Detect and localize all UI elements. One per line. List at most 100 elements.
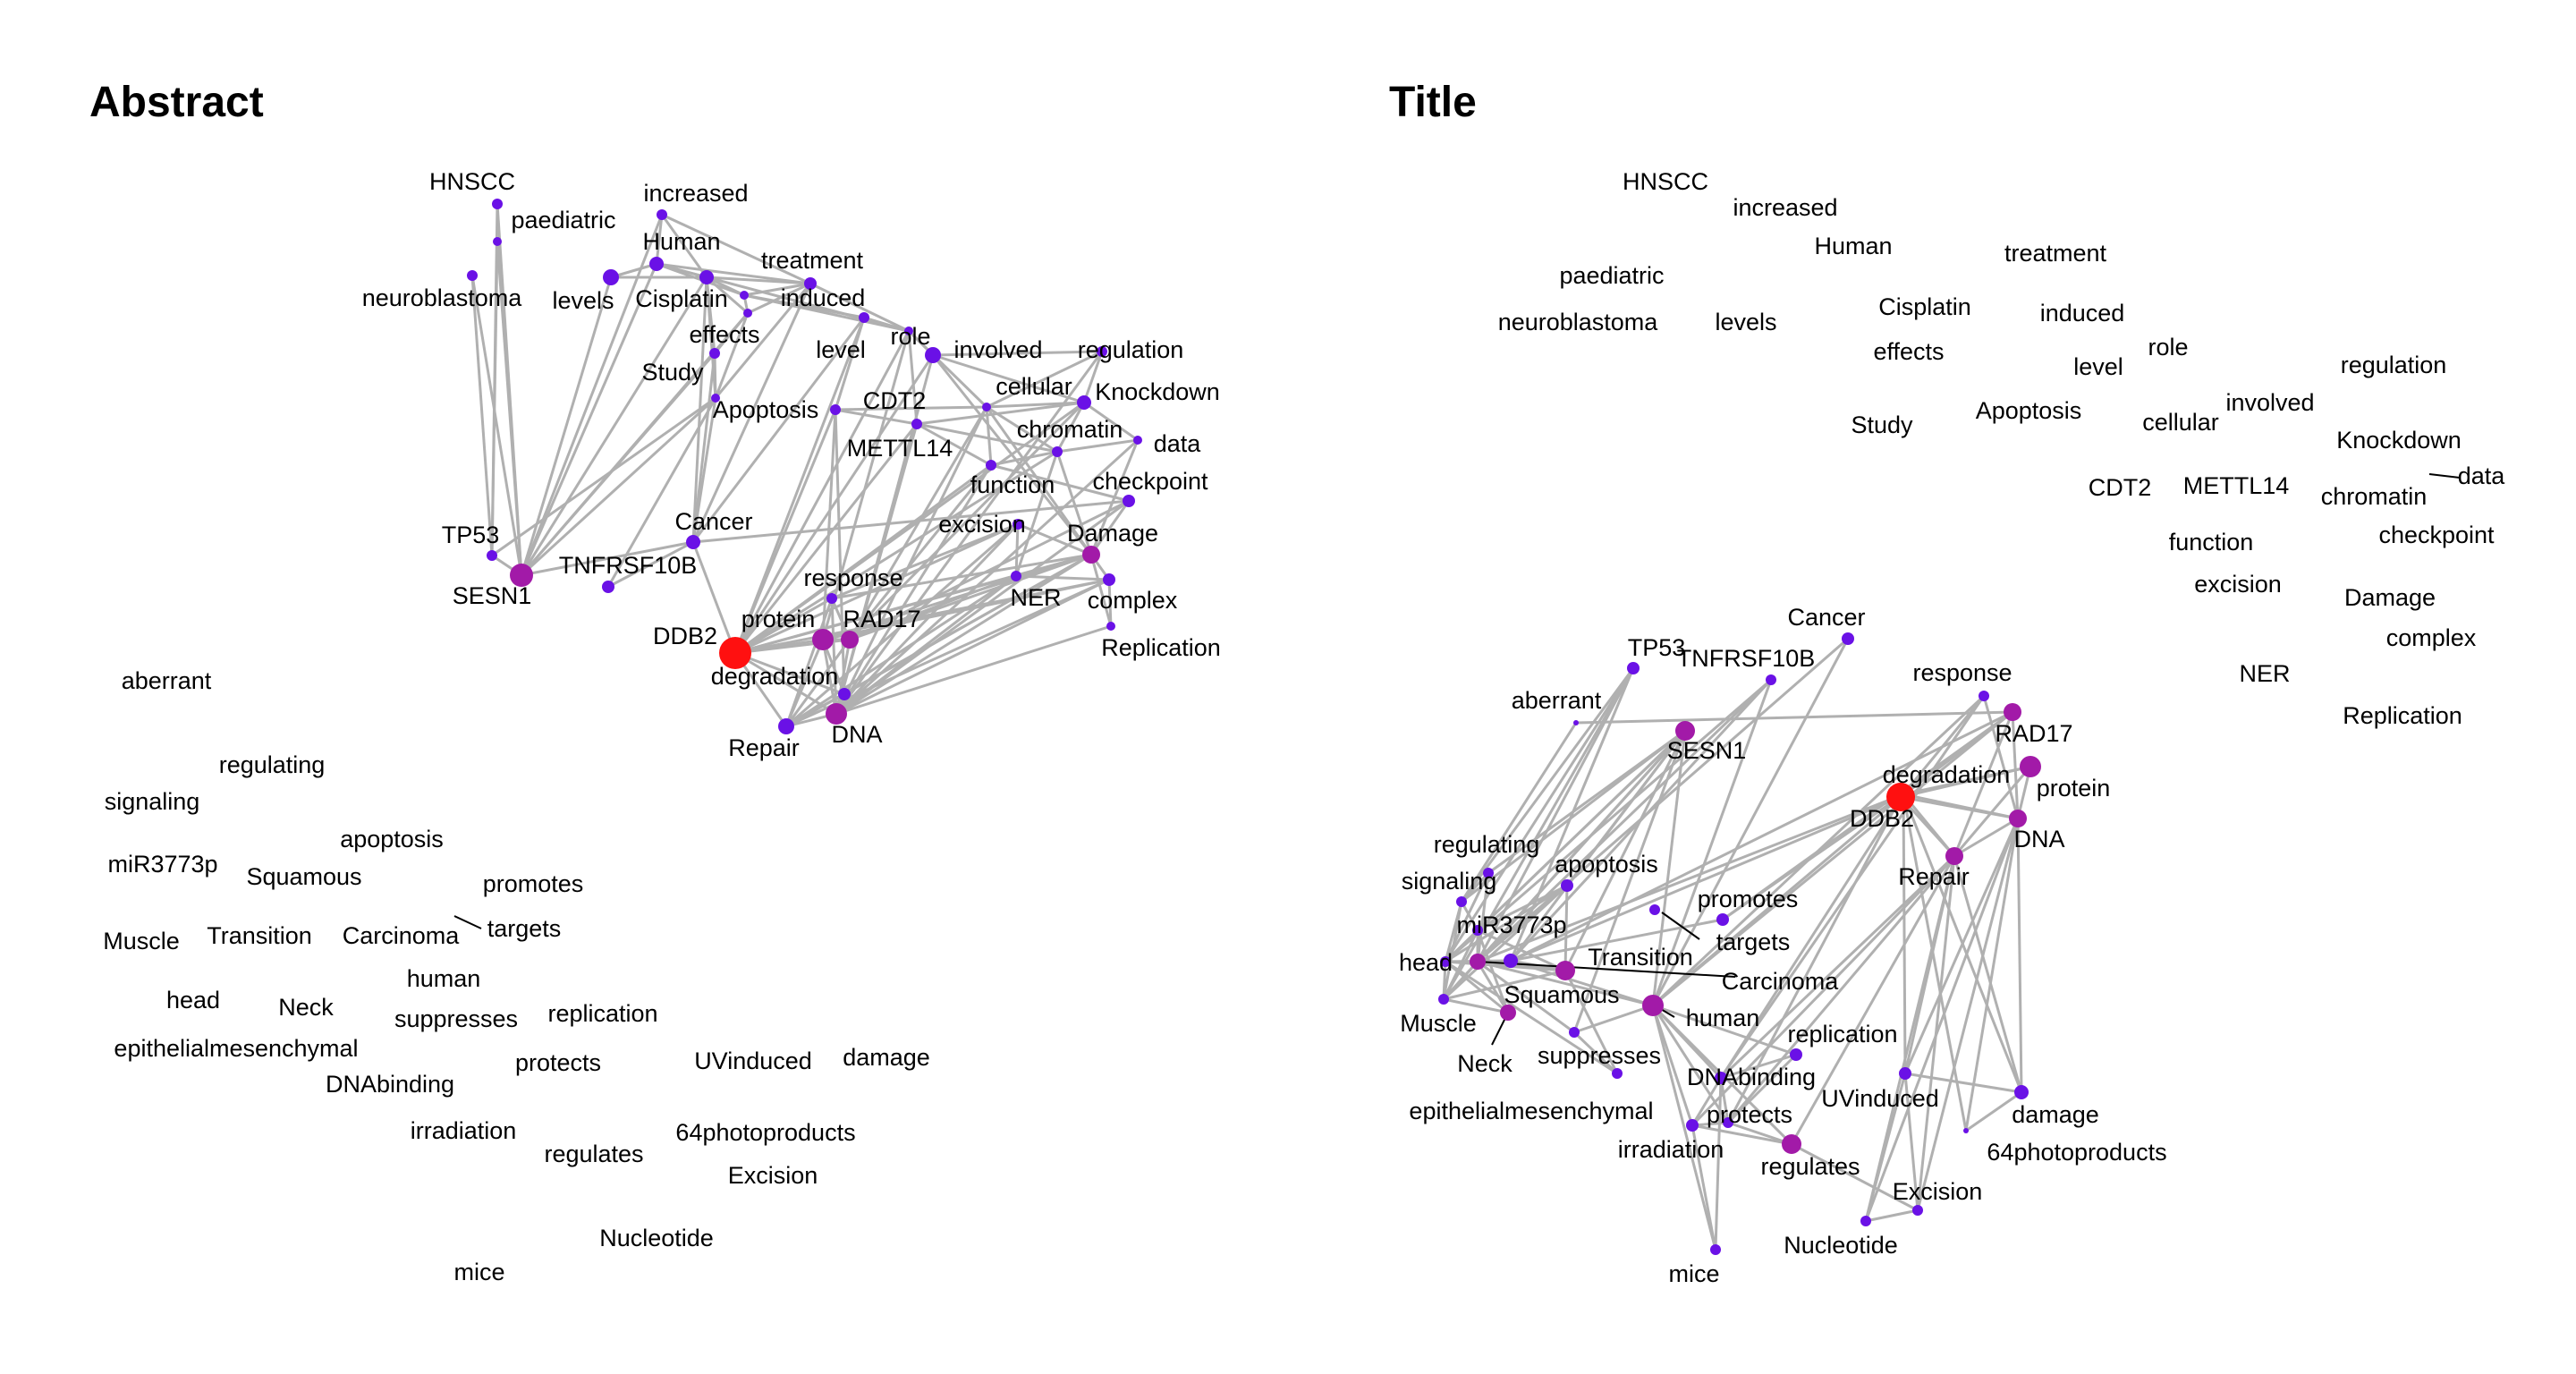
- abstract-node-replication: [1106, 622, 1115, 631]
- abstract-node-tnfrsf10b: [602, 581, 614, 593]
- abstract-edge-damage-response: [831, 553, 1092, 600]
- title-edge-rad17-carcinoma: [1510, 710, 2013, 963]
- abstract-node-label-squamous: Squamous: [246, 863, 361, 890]
- title-node-label-excision: Excision: [1893, 1178, 1983, 1205]
- abstract-edge-excision-repair: [785, 522, 1019, 728]
- abstract-node-label-dna: DNA: [831, 721, 882, 748]
- abstract-node-chromatin: [1052, 446, 1063, 457]
- abstract-node-label-uvinduced: UVinduced: [694, 1047, 812, 1074]
- title-node-label-neuroblastoma: neuroblastoma: [1498, 309, 1659, 335]
- title-edge-sesn1-regulating: [1487, 729, 1686, 875]
- title-node-regulating: [1483, 868, 1494, 878]
- title-node-promotes: [1716, 913, 1729, 926]
- abstract-node-label-function: function: [970, 471, 1055, 498]
- title-node-neck: [1500, 1005, 1516, 1021]
- abstract-edge-chromatin-function: [990, 450, 1058, 467]
- title-edge-degradation-squamous: [1477, 793, 1904, 963]
- title-edge-sesn1-head: [1444, 729, 1687, 963]
- abstract-edge-cdt2-mettl14: [835, 408, 918, 426]
- title-edge-replication-protects: [1726, 1053, 1798, 1124]
- title-labels: HNSCC increased Human treatment paediatric ne…: [1399, 168, 2505, 1287]
- abstract-node-sesn1: [510, 564, 533, 587]
- title-node-label-irradiation: irradiation: [1618, 1136, 1724, 1163]
- abstract-node-role: [904, 327, 913, 335]
- title-edge-rad17-degradation: [1902, 710, 2013, 796]
- title-edge-repair-uvinduced: [1903, 855, 1956, 1074]
- title-edge-response-dna: [1982, 695, 2020, 819]
- title-node-label-study: Study: [1851, 411, 1913, 438]
- abstract-edge-paediatric-sesn1: [496, 241, 523, 576]
- abstract-node-label-cellular: cellular: [996, 373, 1072, 400]
- abstract-edge-chromatin-ddb2: [734, 450, 1058, 655]
- title-edge-repair-excision: [1916, 855, 1956, 1211]
- title-edge-degradation-uvinduced: [1902, 793, 1907, 1074]
- title-node-replication: [1790, 1048, 1802, 1061]
- abstract-node-label-targets: targets: [487, 915, 562, 942]
- title-node-label-protein: protein: [2037, 775, 2111, 802]
- abstract-edge-neuroblastoma-tp53: [470, 275, 494, 556]
- abstract-node-label-aberrant: aberrant: [122, 667, 212, 694]
- abstract-edge-cancer-sesn1: [521, 540, 694, 577]
- title-node-label-human: Human: [1814, 233, 1892, 259]
- title-edge-degradation-promotes: [1722, 793, 1904, 921]
- abstract-node-ner: [1011, 571, 1021, 581]
- title-node-label-knockdown: Knockdown: [2336, 427, 2462, 454]
- title-edge-dna-uvinduced: [1903, 818, 2020, 1074]
- abstract-edge-role-cellular: [907, 329, 988, 409]
- title-edge-mir3773p-head: [1444, 929, 1479, 963]
- title-node-label-apoptosis: apoptosis: [1555, 851, 1658, 878]
- title-node-label-involved: involved: [2225, 389, 2314, 416]
- title-node-apoptosis: [1561, 879, 1573, 892]
- title-edge-muscle-squamous: [1442, 960, 1479, 1001]
- abstract-node-label-suppresses: suppresses: [394, 1005, 518, 1032]
- abstract-edge-knockdown-mettl14: [916, 401, 1085, 426]
- abstract-edge-replication-dna: [835, 624, 1112, 716]
- abstract-edge-chromatin-data: [1056, 438, 1139, 454]
- abstract-edge-rad17-repair: [784, 639, 852, 727]
- abstract-edge-involved-ddb2: [733, 354, 935, 654]
- abstract-node-label-regulating: regulating: [219, 751, 326, 778]
- abstract-edge-cellular-function: [985, 406, 993, 466]
- abstract-node-label-human: human: [407, 965, 481, 992]
- title-edge-suppresses-epithelialmesenchymal: [1572, 1030, 1619, 1075]
- title-node-label-apoptosis: Apoptosis: [1976, 397, 2082, 424]
- abstract-node-increased: [657, 209, 667, 220]
- abstract-node-label-level: level: [816, 336, 866, 363]
- title-node-label-tnfrsf10b: TNFRSF10B: [1677, 645, 1816, 672]
- abstract-edge-cdt2-ddb2: [733, 409, 837, 654]
- title-node-label-ner: NER: [2239, 660, 2290, 687]
- abstract-edge-cdt2-cellular: [835, 405, 987, 411]
- abstract-node-label-chromatin: chromatin: [1017, 416, 1123, 443]
- abstract-node-function: [986, 460, 996, 471]
- title-edge-regulates-excision: [1791, 1142, 1919, 1212]
- abstract-node-label-checkpoint: checkpoint: [1092, 468, 1208, 495]
- title-node-label-64photoproducts: 64photoproducts: [1987, 1139, 2166, 1166]
- title-edge-dna-64photoproducts: [1964, 818, 2020, 1132]
- title-node-nucleotide: [1860, 1216, 1871, 1226]
- title-node-label-protects: protects: [1707, 1101, 1792, 1128]
- title-edge-repair-irradiation: [1690, 854, 1956, 1127]
- abstract-node-label-human: Human: [642, 228, 720, 255]
- abstract-node-effects: [743, 309, 752, 318]
- abstract-leader-line: [453, 915, 482, 929]
- title-node-label-rad17: RAD17: [1995, 720, 2072, 747]
- abstract-edge-ner-dna: [835, 574, 1017, 716]
- title-edge-human-irradiation: [1651, 1005, 1694, 1126]
- abstract-edge-checkpoint-damage: [1089, 500, 1131, 556]
- abstract-edge-knockdown-rad17: [848, 401, 1086, 641]
- title-node-aberrant: [1573, 720, 1579, 725]
- abstract-edge-treatment-cancer: [691, 283, 812, 543]
- title-node-label-regulation: regulation: [2341, 352, 2447, 378]
- title-node-label-uvinduced: UVinduced: [1821, 1085, 1939, 1112]
- title-node-transition: [1555, 961, 1575, 980]
- abstract-node-treatment: [804, 277, 817, 290]
- title-node-label-dna: DNA: [2013, 826, 2064, 852]
- abstract-edge-cellular-chromatin: [986, 405, 1058, 454]
- abstract-edge-apoptosis-cancer: [691, 397, 717, 543]
- abstract-node-label-complex: complex: [1088, 587, 1178, 614]
- abstract-edge-neuroblastoma-sesn1: [470, 275, 523, 576]
- title-node-muscle: [1438, 994, 1449, 1005]
- title-edge-uvinduced-nucleotide: [1864, 1073, 1907, 1222]
- title-node-excision: [1912, 1205, 1923, 1216]
- abstract-edge-level-cancer: [691, 317, 866, 543]
